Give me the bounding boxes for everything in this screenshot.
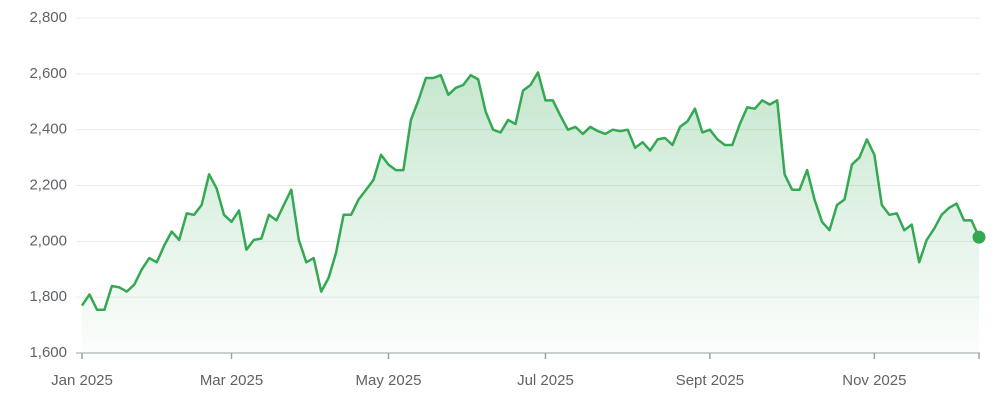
y-tick-label: 1,800 <box>29 288 67 305</box>
x-tick-label: Jan 2025 <box>51 372 113 389</box>
x-tick-label: May 2025 <box>356 372 422 389</box>
price-line <box>80 71 981 311</box>
x-tick-label: Nov 2025 <box>842 372 906 389</box>
x-tick-label: Mar 2025 <box>200 372 263 389</box>
y-tick-label: 2,200 <box>29 176 67 193</box>
y-tick-label: 1,600 <box>29 344 67 361</box>
x-tick-label: Jul 2025 <box>517 372 574 389</box>
area-fill <box>82 72 979 354</box>
y-tick-label: 2,600 <box>29 65 67 82</box>
y-tick-label: 2,000 <box>29 232 67 249</box>
y-tick-label: 2,800 <box>29 9 67 26</box>
x-tick-label: Sept 2025 <box>676 372 744 389</box>
y-tick-label: 2,400 <box>29 121 67 138</box>
last-point <box>972 230 986 244</box>
